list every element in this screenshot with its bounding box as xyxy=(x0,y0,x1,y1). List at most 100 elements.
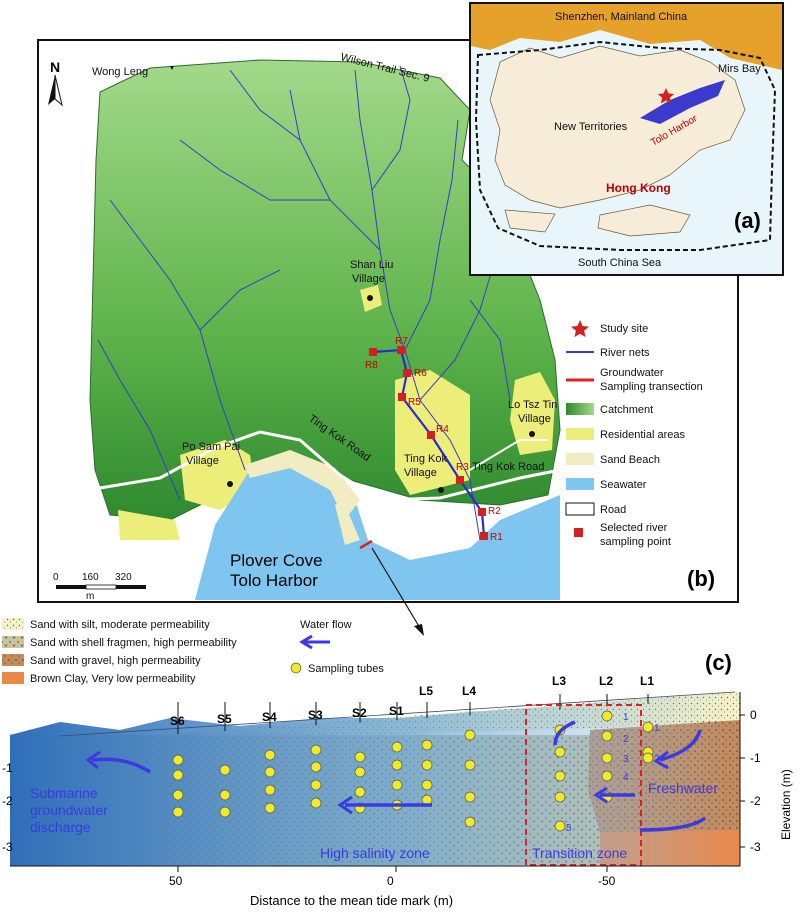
village-dot xyxy=(367,295,373,301)
road xyxy=(99,430,561,502)
river-point-label-r8: R8 xyxy=(365,360,378,371)
sampling-tube xyxy=(354,786,366,798)
sampling-tube xyxy=(354,766,366,778)
island-shape xyxy=(597,204,691,237)
map-legend: Study site River nets Groundwater Sampli… xyxy=(565,320,703,548)
sampling-tube xyxy=(391,759,403,771)
sampling-tube xyxy=(172,754,184,766)
sampling-tube xyxy=(554,770,566,782)
river-point-label-r1: R1 xyxy=(490,532,503,543)
sampling-tube xyxy=(554,820,566,832)
scale-unit: m xyxy=(86,591,94,602)
y-left-tick-label: -3 xyxy=(2,840,13,854)
label-shenzhen: Shenzhen, Mainland China xyxy=(555,11,688,23)
connector-arrow xyxy=(371,547,424,636)
y-axis-right-label: Elevation (m) xyxy=(779,769,793,840)
label-shan-liu: Shan Liu xyxy=(350,259,393,271)
legend-water-flow: Water flow xyxy=(300,619,352,631)
label-submarine: Submarine xyxy=(30,785,98,801)
y-right-tick-label: -3 xyxy=(750,840,761,854)
river-sampling-points: R1 R2 R3 R4 R5 R6 R7 R8 xyxy=(365,336,503,543)
groundwater-transection xyxy=(359,539,373,550)
north-arrow: N xyxy=(48,59,63,107)
river-point-label-r7: R7 xyxy=(395,336,408,347)
station-label-s5: S5 xyxy=(217,712,232,726)
label-po-sam-pai: Po Sam Pai xyxy=(182,441,240,453)
sampling-tube xyxy=(391,741,403,753)
legend-sampling-tubes: Sampling tubes xyxy=(308,663,384,675)
sampling-tube xyxy=(310,797,322,809)
panel-a-letter: (a) xyxy=(734,208,761,233)
sampling-tube xyxy=(601,770,613,782)
sampling-tube xyxy=(421,739,433,751)
legend-sand-beach: Sand Beach xyxy=(600,454,660,466)
sampling-tube xyxy=(264,802,276,814)
label-ting-kok-road-2: Ting Kok Road xyxy=(472,461,544,473)
sampling-tube xyxy=(601,752,613,764)
x-axis-label: Distance to the mean tide mark (m) xyxy=(250,893,453,908)
study-site-icon xyxy=(571,320,589,338)
sampling-tube xyxy=(554,791,566,803)
road-icon xyxy=(565,502,595,516)
study-site-star xyxy=(657,88,675,104)
tube-number: 1 xyxy=(623,712,629,723)
label-south-china-sea: South China Sea xyxy=(578,257,662,269)
river-network xyxy=(97,65,511,541)
station-markers: S6 S5 S4 S3 S2 S1 L5 L4 L3 L2 L1 xyxy=(170,674,654,735)
sampling-tube xyxy=(554,746,566,758)
label-freshwater: Freshwater xyxy=(648,780,718,796)
label-po-sam-pai-2: Village xyxy=(186,455,219,467)
label-ting-kok-village-2: Village xyxy=(404,467,437,479)
legend-road: Road xyxy=(600,504,626,516)
legend-shell: Sand with shell fragmen, high permeabili… xyxy=(30,637,237,649)
x-tick-label: -50 xyxy=(598,874,616,888)
sampling-tube xyxy=(601,710,613,722)
sampling-tube xyxy=(310,779,322,791)
river-point-icon xyxy=(574,528,583,537)
tube-number: 1 xyxy=(654,723,660,734)
village-dot xyxy=(529,431,535,437)
sampling-tube xyxy=(601,730,613,742)
village-dot xyxy=(438,487,444,493)
label-transition: Transition zone xyxy=(532,845,627,861)
panel-a-inset: Shenzhen, Mainland China Mirs Bay New Te… xyxy=(469,2,784,276)
panel-c-section: Sand with silt, moderate permeability Sa… xyxy=(2,618,793,908)
sampling-tube xyxy=(264,766,276,778)
sampling-tube xyxy=(219,806,231,818)
sand-beach xyxy=(335,500,360,545)
scale-tick-2: 320 xyxy=(115,572,132,583)
river-point-r4 xyxy=(427,431,435,439)
sampling-tube xyxy=(642,721,654,733)
sampling-tube xyxy=(264,749,276,761)
label-high-salinity: High salinity zone xyxy=(320,845,430,861)
sampling-tube xyxy=(421,779,433,791)
hk-boundary xyxy=(474,40,777,251)
scale-bar: 0 160 320 m xyxy=(53,572,146,602)
scale-tick-1: 160 xyxy=(82,572,99,583)
river-point-r8 xyxy=(369,348,377,356)
legend-clay: Brown Clay, Very low permeability xyxy=(30,673,196,685)
river-point-label-r5: R5 xyxy=(408,397,421,408)
scale-tick-0: 0 xyxy=(53,572,59,583)
river-point-r3 xyxy=(456,476,464,484)
label-new-territories: New Territories xyxy=(554,121,628,133)
island-shape xyxy=(504,209,556,233)
flow-arrows xyxy=(85,720,707,832)
sampling-tube xyxy=(354,751,366,763)
transition-zone-box xyxy=(525,704,642,866)
wong-leng-marker xyxy=(170,66,174,70)
label-tolo-harbor: Tolo Harbor xyxy=(230,571,318,590)
north-label: N xyxy=(50,59,60,75)
y-left-tick-label: -2 xyxy=(2,794,13,808)
x-tick-label: 0 xyxy=(387,874,394,888)
sampling-tube xyxy=(464,791,476,803)
seawater-area xyxy=(195,455,560,600)
legend-groundwater-2: Sampling transection xyxy=(600,381,703,393)
shell-swatch xyxy=(2,636,24,648)
catchment-icon xyxy=(566,403,594,415)
water-flow-icon xyxy=(299,634,330,650)
station-label-l2: L2 xyxy=(599,674,613,688)
tube-number: 2 xyxy=(623,734,629,745)
station-label-s3: S3 xyxy=(308,708,323,722)
